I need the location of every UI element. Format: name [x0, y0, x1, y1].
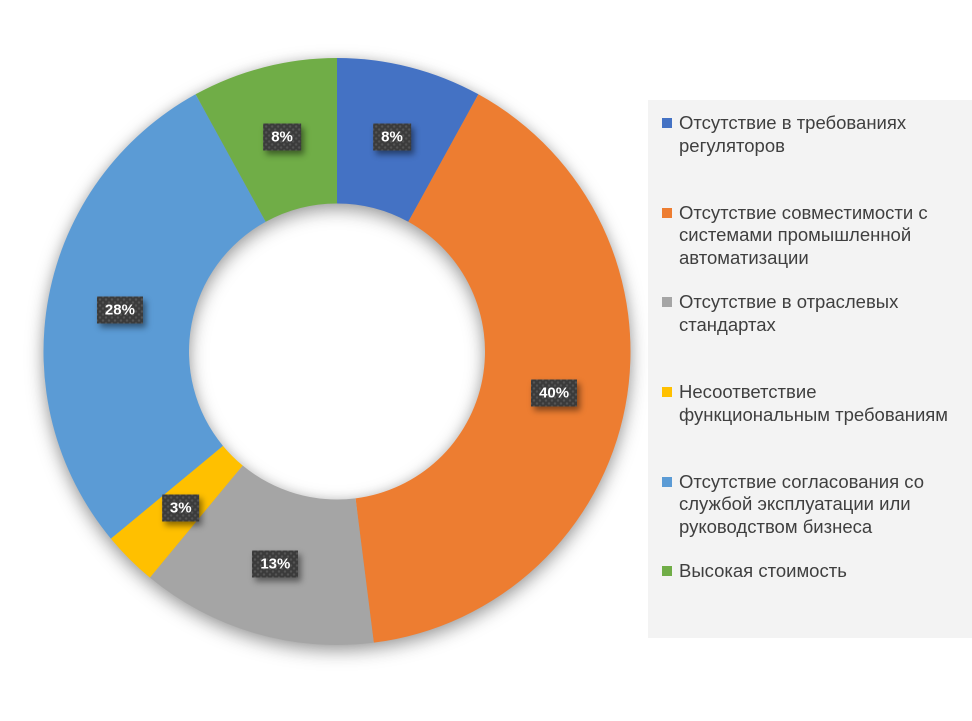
legend-item-0: Отсутствие в требованиях регуляторов: [662, 100, 962, 190]
legend-item-2: Отсутствие в отраслевых стандартах: [662, 279, 962, 369]
chart-legend: Отсутствие в требованиях регуляторов Отсу…: [648, 100, 972, 638]
legend-item-5: Высокая стоимость: [662, 548, 962, 638]
legend-color-swatch-icon: [662, 476, 672, 487]
pie-slice-2: [149, 465, 374, 645]
legend-item-3: Несоответствие функциональным требования…: [662, 369, 962, 459]
legend-item-4: Отсутствие согласования со службой экспл…: [662, 459, 962, 549]
legend-color-swatch-icon: [662, 297, 672, 308]
data-label-4: 28%: [97, 297, 143, 324]
legend-color-swatch-icon: [662, 566, 672, 577]
data-label-0: 8%: [373, 124, 411, 151]
pie-slice-0: [337, 58, 479, 222]
legend-item-1: Отсутствие совместимости с системами про…: [662, 190, 962, 280]
legend-color-swatch-icon: [662, 118, 672, 128]
legend-color-swatch-icon: [662, 207, 672, 218]
data-label-1: 40%: [531, 379, 577, 406]
legend-color-swatch-icon: [662, 386, 672, 397]
legend-item-label: Несоответствие функциональным требования…: [679, 380, 949, 425]
legend-item-label: Отсутствие согласования со службой экспл…: [679, 470, 925, 537]
pie-slice-5: [195, 58, 337, 222]
data-label-5: 8%: [263, 124, 301, 151]
data-label-3: 3%: [162, 494, 200, 521]
donut-hole: [189, 203, 485, 500]
legend-item-label: Отсутствие совместимости с системами про…: [679, 201, 928, 268]
legend-item-label: Высокая стоимость: [679, 560, 847, 582]
legend-item-label: Отсутствие в требованиях регуляторов: [679, 112, 907, 156]
pie-slice-4: [43, 94, 266, 539]
pie-slice-1: [355, 94, 631, 643]
legend-item-label: Отсутствие в отраслевых стандартах: [679, 291, 899, 335]
data-label-2: 13%: [252, 550, 298, 577]
